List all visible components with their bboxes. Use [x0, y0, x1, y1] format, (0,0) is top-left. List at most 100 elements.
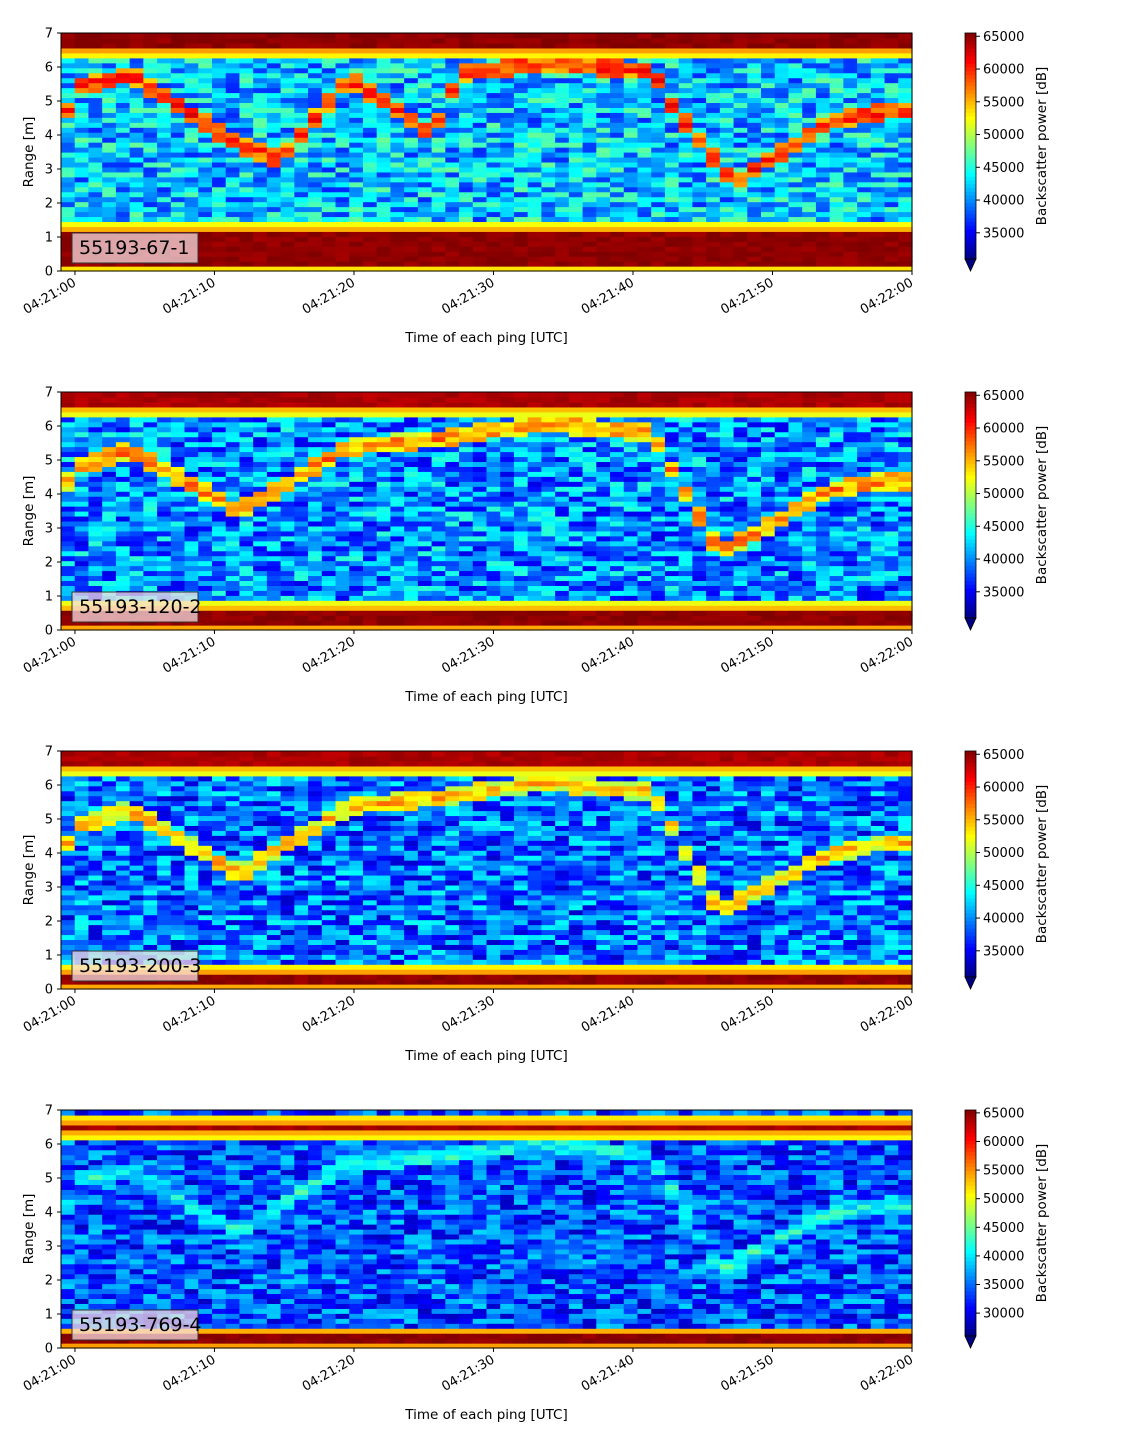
heatmap-cell	[308, 236, 323, 242]
heatmap-cell	[376, 117, 392, 123]
heatmap-cell	[115, 62, 131, 69]
heatmap-cell	[321, 570, 337, 577]
heatmap-cell	[692, 33, 707, 39]
heatmap-cell	[88, 156, 103, 163]
heatmap-cell	[582, 456, 597, 463]
heatmap-cell	[170, 62, 186, 69]
heatmap-cell	[513, 590, 529, 596]
heatmap-cell	[362, 226, 378, 232]
heatmap-cell	[829, 156, 844, 163]
heatmap-cell	[157, 421, 172, 428]
heatmap-cell	[472, 62, 488, 69]
heatmap-cell	[211, 196, 227, 203]
heatmap-cell	[280, 87, 295, 94]
heatmap-cell	[610, 221, 625, 227]
heatmap-cell	[225, 565, 241, 572]
heatmap-cell	[211, 575, 227, 582]
heatmap-cell	[459, 446, 474, 453]
heatmap-cell	[74, 506, 90, 512]
heatmap-cell	[706, 251, 721, 257]
heatmap-cell	[459, 436, 474, 443]
heatmap-cell	[678, 57, 693, 64]
heatmap-cell	[308, 137, 323, 143]
heatmap-cell	[761, 142, 776, 148]
heatmap-cell	[555, 416, 570, 423]
heatmap-cell	[74, 520, 90, 527]
heatmap-cell	[266, 471, 282, 477]
heatmap-cell	[870, 166, 886, 173]
heatmap-cell	[857, 231, 872, 237]
heatmap-cell	[390, 486, 405, 492]
heatmap-cell	[500, 137, 515, 143]
heatmap-cell	[706, 236, 721, 242]
heatmap-cell	[417, 246, 433, 252]
heatmap-cell	[129, 625, 144, 631]
heatmap-cell	[898, 87, 913, 94]
heatmap-cell	[211, 251, 227, 257]
heatmap-cell	[294, 52, 309, 59]
heatmap-cell	[761, 52, 776, 59]
heatmap-cell	[362, 166, 378, 173]
heatmap-cell	[157, 392, 172, 398]
heatmap-cell	[459, 122, 474, 128]
heatmap-cell	[143, 112, 158, 118]
heatmap-cell	[102, 496, 117, 502]
heatmap-cell	[802, 221, 817, 227]
heatmap-cell	[857, 97, 872, 104]
heatmap-cell	[266, 82, 282, 89]
heatmap-cell	[335, 87, 350, 94]
heatmap-cell	[513, 511, 529, 517]
heatmap-cell	[294, 610, 309, 616]
heatmap-cell	[802, 236, 817, 242]
heatmap-cell	[747, 266, 762, 272]
heatmap-cell	[404, 396, 419, 403]
heatmap-cell	[761, 251, 776, 257]
heatmap-cell	[376, 37, 392, 44]
heatmap-cell	[596, 496, 611, 502]
heatmap-cell	[445, 431, 460, 438]
heatmap-cell	[500, 496, 515, 502]
heatmap-cell	[266, 441, 282, 448]
heatmap-cell	[280, 251, 295, 257]
heatmap-cell	[513, 565, 529, 572]
heatmap-cell	[486, 171, 501, 178]
heatmap-cell	[761, 62, 776, 69]
heatmap-cell	[472, 620, 488, 626]
heatmap-cell	[349, 186, 364, 193]
heatmap-cell	[294, 251, 309, 257]
heatmap-cell	[582, 615, 597, 621]
heatmap-cell	[211, 216, 227, 223]
heatmap-cell	[774, 97, 790, 104]
heatmap-cell	[253, 461, 268, 467]
heatmap-cell	[500, 530, 515, 537]
heatmap-cell	[157, 33, 172, 39]
heatmap-cell	[102, 620, 117, 626]
heatmap-cell	[431, 166, 446, 173]
heatmap-cell	[321, 411, 337, 418]
heatmap-cell	[115, 530, 131, 537]
heatmap-cell	[266, 496, 282, 502]
heatmap-cell	[582, 57, 597, 64]
heatmap-cell	[692, 67, 707, 74]
heatmap-cell	[308, 491, 323, 497]
heatmap-cell	[500, 221, 515, 227]
heatmap-cell	[61, 196, 76, 203]
heatmap-cell	[184, 107, 199, 113]
heatmap-cell	[115, 82, 131, 89]
heatmap-cell	[733, 186, 748, 193]
heatmap-cell	[362, 117, 378, 123]
y-axis-label: Range [m]	[21, 117, 37, 188]
heatmap-cell	[184, 560, 199, 567]
heatmap-cell	[115, 132, 131, 138]
heatmap-cell	[362, 122, 378, 128]
heatmap-cell	[225, 491, 241, 497]
x-tick-label: 04:21:10	[160, 275, 218, 317]
heatmap-cell	[417, 142, 433, 148]
heatmap-cell	[417, 181, 433, 188]
heatmap-cell	[582, 256, 597, 262]
heatmap-cell	[129, 112, 144, 118]
heatmap-cell	[321, 77, 337, 84]
heatmap-cell	[404, 102, 419, 108]
heatmap-cell	[308, 431, 323, 438]
heatmap-cell	[129, 545, 144, 552]
